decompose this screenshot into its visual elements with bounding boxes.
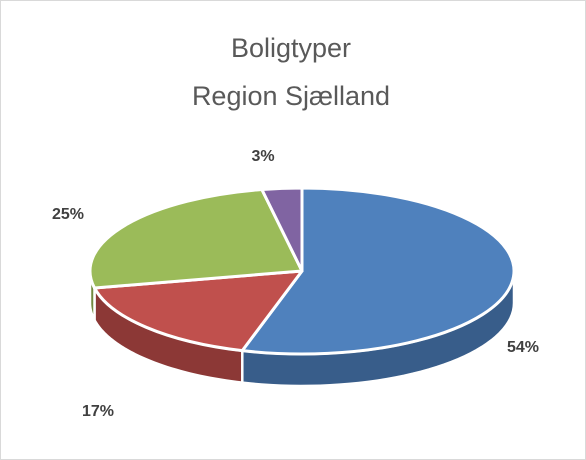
slice	[260, 186, 304, 273]
data-label: 17%	[82, 403, 114, 420]
chart-subtitle: Region Sjælland	[192, 81, 390, 111]
data-label: 3%	[251, 148, 274, 165]
slice	[240, 186, 516, 356]
chart-title: Boligtyper	[231, 33, 351, 63]
data-label: 54%	[507, 339, 539, 356]
slice	[92, 269, 304, 353]
data-label: 25%	[52, 206, 84, 223]
slice	[88, 188, 304, 290]
